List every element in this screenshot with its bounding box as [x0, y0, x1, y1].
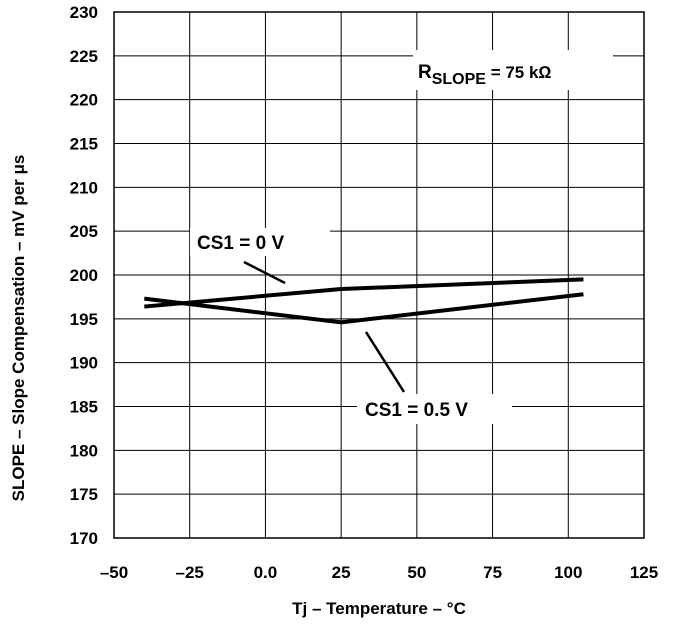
y-tick-labels: 170 175 180 185 190 195 200 205 210 215 220 225 230 [70, 3, 98, 548]
series-line-cs1-05v [144, 292, 584, 325]
cs1-05v-label-background [357, 394, 512, 424]
x-axis-title: Tj – Temperature – °C [292, 599, 466, 618]
x-tick-label: 0.0 [254, 563, 278, 582]
y-tick-label: 170 [70, 529, 98, 548]
cs1-05v-annotation: CS1 = 0.5 V [357, 331, 512, 424]
r-slope-symbol: R [418, 62, 432, 83]
x-tick-label: 50 [407, 563, 426, 582]
plot-area-frame [113, 11, 645, 539]
y-tick-label: 190 [70, 354, 98, 373]
y-tick-label: 230 [70, 3, 98, 22]
x-tick-label: 125 [630, 563, 658, 582]
y-tick-label: 205 [70, 222, 98, 241]
cs1-05v-label: CS1 = 0.5 V [365, 400, 468, 421]
cs1-0v-label: CS1 = 0 V [197, 233, 284, 254]
r-slope-value: = 75 kΩ [486, 63, 552, 82]
x-tick-label: 100 [554, 563, 582, 582]
x-tick-label: –50 [100, 563, 128, 582]
x-tick-label: 75 [483, 563, 502, 582]
y-tick-label: 175 [70, 485, 98, 504]
cs1-05v-leader-line [364, 331, 406, 393]
y-tick-label: 185 [70, 398, 98, 417]
y-tick-label: 225 [70, 47, 98, 66]
y-tick-label: 215 [70, 135, 98, 154]
cs1-0v-label-background [190, 228, 330, 256]
cs1-0v-leader-line [243, 260, 286, 285]
grid [114, 12, 644, 538]
r-slope-subscript: SLOPE [432, 71, 487, 88]
y-tick-label: 200 [70, 266, 98, 285]
r-slope-annotation-background [413, 50, 613, 90]
series-lines [144, 277, 584, 325]
x-tick-labels: –50 –25 0.0 25 50 75 100 125 [100, 563, 658, 582]
r-slope-annotation: RSLOPE = 75 kΩ [413, 50, 613, 90]
y-tick-label: 195 [70, 310, 98, 329]
y-tick-label: 220 [70, 91, 98, 110]
cs1-0v-annotation: CS1 = 0 V [190, 228, 330, 285]
svg-text:RSLOPE = 75 kΩ: RSLOPE = 75 kΩ [418, 62, 552, 88]
y-axis-title: SLOPE – Slope Compensation – mV per μs [9, 155, 28, 502]
series-line-cs1-0v [144, 277, 584, 309]
x-tick-label: –25 [176, 563, 204, 582]
y-tick-label: 180 [70, 441, 98, 460]
y-tick-label: 210 [70, 178, 98, 197]
x-tick-label: 25 [332, 563, 351, 582]
